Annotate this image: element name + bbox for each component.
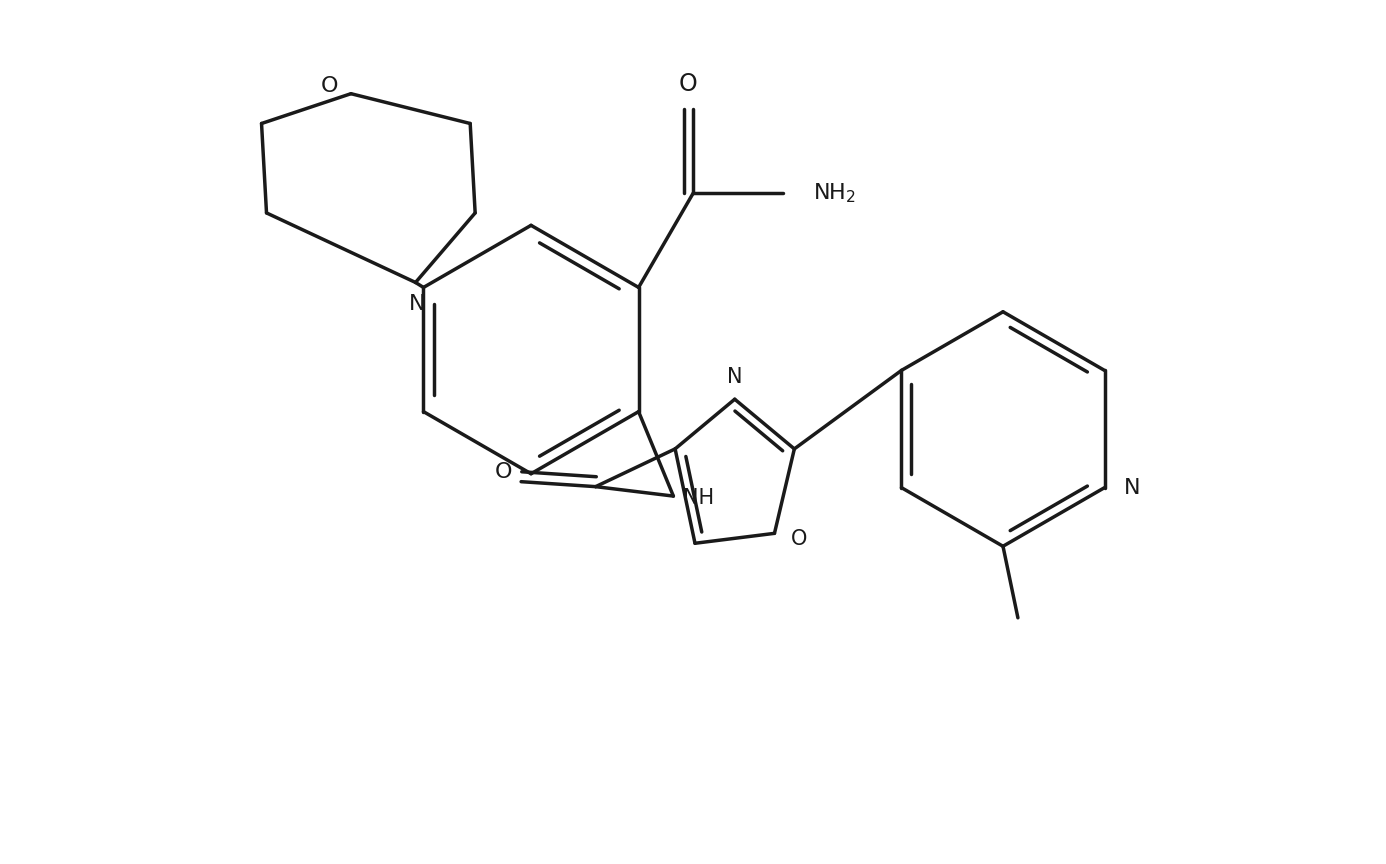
Text: NH: NH xyxy=(683,488,714,508)
Text: O: O xyxy=(320,76,338,96)
Text: N: N xyxy=(409,295,426,314)
Text: O: O xyxy=(791,530,808,550)
Text: NH$_2$: NH$_2$ xyxy=(812,181,857,205)
Text: N: N xyxy=(1124,478,1141,498)
Text: N: N xyxy=(728,367,743,387)
Text: O: O xyxy=(679,72,697,96)
Text: O: O xyxy=(495,461,511,482)
